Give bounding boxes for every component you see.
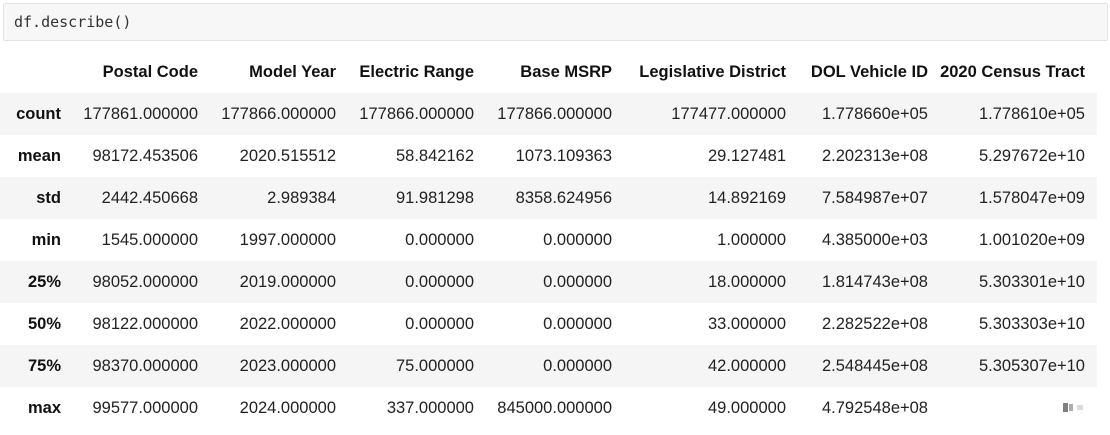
table-cell-watermarked — [928, 387, 1097, 429]
table-cell: 2020.515512 — [239, 146, 336, 165]
table-cell: 42.000000 — [612, 345, 786, 387]
table-cell: 2024.000000 — [239, 398, 336, 417]
table-cell: 1997.000000 — [239, 230, 336, 249]
table-cell: 1545.000000 — [101, 230, 198, 249]
table-cell: 1.000000 — [717, 230, 786, 249]
table-cell: 2442.450668 — [61, 177, 198, 219]
column-header: Model Year — [249, 62, 336, 81]
column-header: Postal Code — [102, 62, 198, 81]
watermark-icon — [1063, 403, 1083, 413]
table-cell: 2.202313e+08 — [822, 146, 928, 165]
table-cell: 5.303301e+10 — [928, 261, 1097, 303]
table-row: std 2442.450668 2.989384 91.981298 8358.… — [0, 177, 1097, 219]
row-label: max — [27, 398, 61, 417]
table-cell: 1.778660e+05 — [786, 93, 928, 135]
table-cell: 0.000000 — [543, 314, 612, 333]
table-row: 75% 98370.000000 2023.000000 75.000000 0… — [0, 345, 1097, 387]
table-cell: 177866.000000 — [474, 93, 612, 135]
table-cell: 177477.000000 — [612, 93, 786, 135]
column-header: 2020 Census Tract — [940, 62, 1085, 81]
code-cell[interactable]: df.describe() — [3, 3, 1108, 41]
column-header: Legislative District — [639, 62, 786, 81]
table-cell: 2.282522e+08 — [822, 314, 928, 333]
row-label: count — [0, 93, 61, 135]
table-cell: 4.385000e+03 — [822, 230, 928, 249]
table-cell: 177866.000000 — [198, 93, 336, 135]
table-cell: 1.778610e+05 — [928, 93, 1097, 135]
table-cell: 1073.109363 — [515, 146, 612, 165]
table-cell: 1.578047e+09 — [928, 177, 1097, 219]
row-label: 50% — [27, 314, 61, 333]
table-cell: 14.892169 — [612, 177, 786, 219]
row-label: min — [31, 230, 61, 249]
table-cell: 98370.000000 — [61, 345, 198, 387]
table-cell: 5.297672e+10 — [979, 146, 1085, 165]
table-cell: 8358.624956 — [474, 177, 612, 219]
table-cell: 49.000000 — [708, 398, 786, 417]
table-cell: 75.000000 — [336, 345, 474, 387]
describe-output-table: Postal Code Model Year Electric Range Ba… — [0, 51, 1097, 429]
row-label: mean — [17, 146, 61, 165]
table-cell: 99577.000000 — [92, 398, 198, 417]
table-cell: 845000.000000 — [497, 398, 612, 417]
column-header: Base MSRP — [520, 62, 612, 81]
row-label: 75% — [0, 345, 61, 387]
table-cell: 0.000000 — [405, 230, 474, 249]
code-input[interactable]: df.describe() — [14, 13, 132, 31]
table-cell: 98052.000000 — [61, 261, 198, 303]
table-cell: 0.000000 — [474, 345, 612, 387]
row-label: 25% — [0, 261, 61, 303]
table-cell: 2022.000000 — [239, 314, 336, 333]
table-cell: 2.548445e+08 — [786, 345, 928, 387]
table-row: mean 98172.453506 2020.515512 58.842162 … — [0, 135, 1097, 177]
table-cell: 33.000000 — [708, 314, 786, 333]
column-header: DOL Vehicle ID — [810, 62, 928, 81]
table-cell: 0.000000 — [474, 261, 612, 303]
table-cell: 0.000000 — [543, 230, 612, 249]
table-cell: 5.305307e+10 — [928, 345, 1097, 387]
table-row: 50% 98122.000000 2022.000000 0.000000 0.… — [0, 303, 1097, 345]
table-row: max 99577.000000 2024.000000 337.000000 … — [0, 387, 1097, 429]
table-cell: 91.981298 — [336, 177, 474, 219]
table-cell: 2.989384 — [198, 177, 336, 219]
index-header — [0, 51, 61, 93]
table-row: min 1545.000000 1997.000000 0.000000 0.0… — [0, 219, 1097, 261]
header-row: Postal Code Model Year Electric Range Ba… — [0, 51, 1097, 93]
table-cell: 0.000000 — [405, 314, 474, 333]
table-cell: 0.000000 — [336, 261, 474, 303]
table-row: count 177861.000000 177866.000000 177866… — [0, 93, 1097, 135]
table-cell: 177866.000000 — [336, 93, 474, 135]
table-cell: 1.814743e+08 — [786, 261, 928, 303]
table-row: 25% 98052.000000 2019.000000 0.000000 0.… — [0, 261, 1097, 303]
table-cell: 5.303303e+10 — [979, 314, 1085, 333]
table-cell: 337.000000 — [386, 398, 474, 417]
table-cell: 7.584987e+07 — [786, 177, 928, 219]
column-header: Electric Range — [359, 62, 474, 81]
table-cell: 98172.453506 — [92, 146, 198, 165]
table-cell: 177861.000000 — [61, 93, 198, 135]
table-cell: 2019.000000 — [198, 261, 336, 303]
table-cell: 2023.000000 — [198, 345, 336, 387]
table-cell: 58.842162 — [396, 146, 474, 165]
table-cell: 29.127481 — [708, 146, 786, 165]
table-cell: 1.001020e+09 — [979, 230, 1085, 249]
table-cell: 98122.000000 — [92, 314, 198, 333]
table-cell: 4.792548e+08 — [822, 398, 928, 417]
row-label: std — [0, 177, 61, 219]
table-cell: 18.000000 — [612, 261, 786, 303]
